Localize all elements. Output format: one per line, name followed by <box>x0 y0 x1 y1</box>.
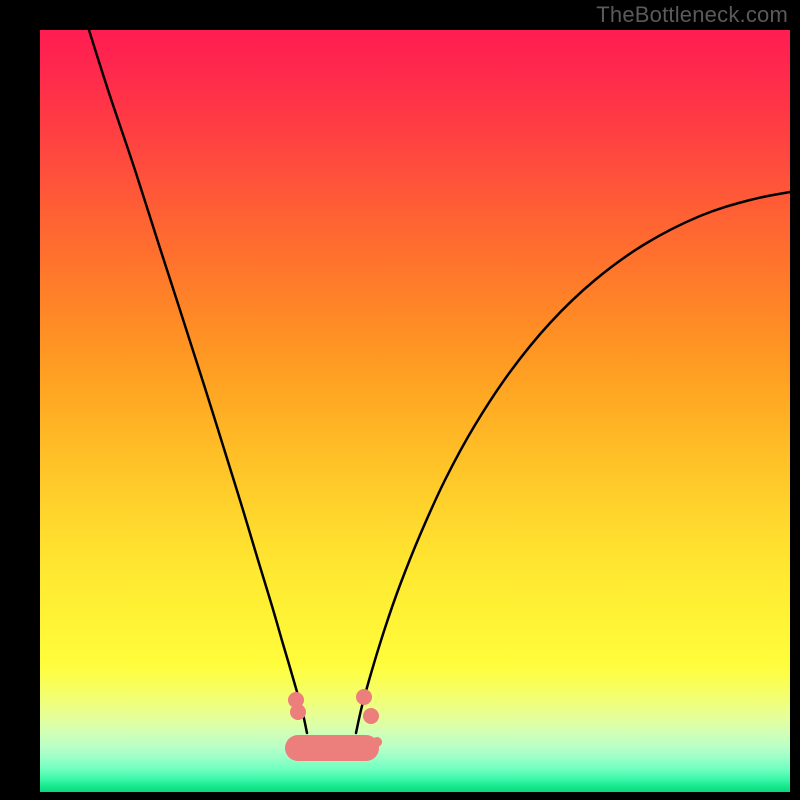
bottom-bar <box>285 735 379 761</box>
marker-dot-2 <box>356 689 372 705</box>
marker-dot-3 <box>363 708 379 724</box>
gradient-plot <box>40 30 790 792</box>
marker-dot-br <box>372 737 382 747</box>
watermark-text: TheBottleneck.com <box>596 2 788 28</box>
marker-dot-1 <box>290 704 306 720</box>
chart-canvas: TheBottleneck.com <box>0 0 800 800</box>
chart-svg <box>0 0 800 800</box>
